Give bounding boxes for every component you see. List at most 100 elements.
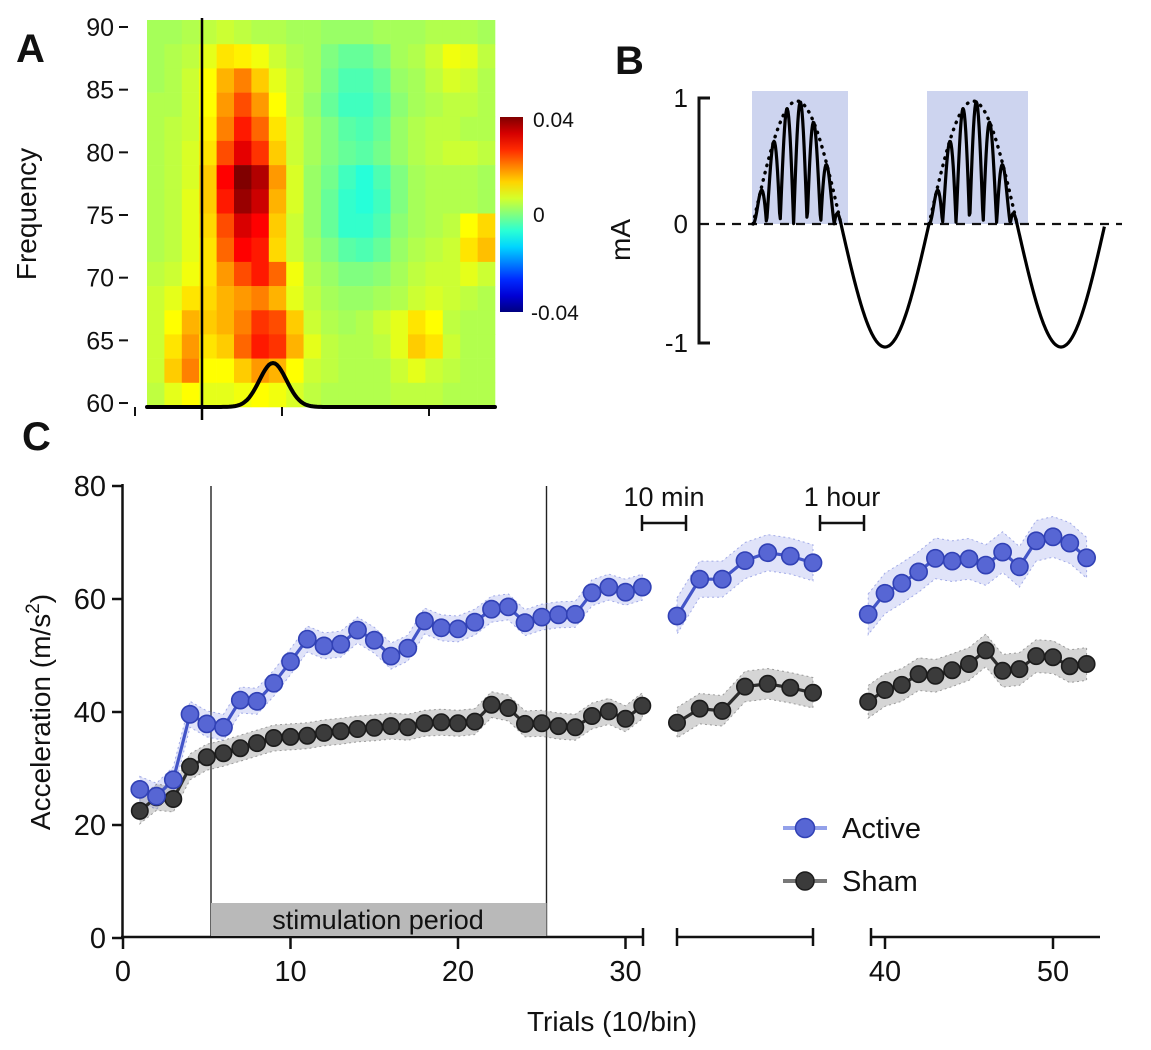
heatmap-cell xyxy=(390,213,409,238)
sham-point xyxy=(164,789,183,808)
heatmap-cell xyxy=(234,92,252,118)
b-y-tick-label: 0 xyxy=(674,209,688,239)
heatmap-cell xyxy=(251,116,270,142)
heatmap-cell xyxy=(321,286,339,311)
heatmap-cell xyxy=(234,358,252,384)
heatmap-cell xyxy=(460,189,478,214)
heatmap-cell xyxy=(355,261,374,287)
sham-point xyxy=(690,699,709,718)
heatmap-cell xyxy=(355,286,374,311)
heatmap-cell xyxy=(216,213,235,238)
heatmap-cell xyxy=(338,334,357,359)
heatmap-cell xyxy=(164,92,183,118)
heatmap-cell xyxy=(164,358,183,384)
a-y-tick-label: 90 xyxy=(86,14,114,42)
heatmap-cell xyxy=(408,358,426,384)
heatmap-cell xyxy=(251,92,270,118)
heatmap-cell xyxy=(147,358,165,384)
active-point xyxy=(247,691,267,711)
heatmap-cell xyxy=(181,92,200,118)
heatmap-cell xyxy=(286,334,304,359)
heatmap-cell xyxy=(373,382,391,408)
heatmap-cell xyxy=(147,44,165,69)
heatmap-cell xyxy=(425,189,444,214)
heatmap-cell xyxy=(216,44,235,69)
active-point xyxy=(297,629,317,649)
break2-scale-bracket xyxy=(818,515,866,531)
heatmap-cell xyxy=(425,286,444,311)
active-point xyxy=(858,604,878,624)
heatmap-cell xyxy=(338,286,357,311)
active-point xyxy=(180,704,200,724)
heatmap-cell xyxy=(373,20,391,45)
heatmap-cell xyxy=(199,261,217,287)
heatmap-cell xyxy=(147,286,165,311)
stimulation-waveform-plot: 1 0 -1 xyxy=(665,83,1122,358)
heatmap-cell xyxy=(408,68,426,93)
heatmap-cell xyxy=(164,310,183,335)
heatmap-cell xyxy=(442,20,461,45)
sham-point xyxy=(803,683,822,702)
heatmap-cell xyxy=(355,334,374,359)
heatmap-cell xyxy=(442,68,461,93)
sham-point xyxy=(448,714,467,733)
sham-point xyxy=(281,727,300,746)
heatmap-cell xyxy=(460,44,478,69)
sham-point xyxy=(532,714,551,733)
sham-point xyxy=(515,714,534,733)
heatmap-cell xyxy=(199,382,217,408)
active-point xyxy=(364,630,384,650)
heatmap-cell xyxy=(442,358,461,384)
heatmap-cell xyxy=(181,165,200,190)
active-point xyxy=(281,652,300,672)
heatmap-cell xyxy=(234,189,252,214)
heatmap-cell xyxy=(268,382,287,408)
heatmap-cell xyxy=(373,286,391,311)
heatmap-cell xyxy=(408,44,426,69)
heatmap-cell xyxy=(338,44,357,69)
active-point xyxy=(498,597,518,617)
heatmap-cell xyxy=(234,165,252,190)
active-point xyxy=(735,551,755,571)
heatmap-cell xyxy=(164,237,183,263)
heatmap-cell xyxy=(373,165,391,190)
heatmap-cell xyxy=(321,189,339,214)
active-point xyxy=(147,786,166,806)
active-confidence-band xyxy=(139,573,643,810)
heatmap-cell xyxy=(251,68,270,93)
heatmap-cell xyxy=(390,382,409,408)
heatmap-cell xyxy=(442,116,461,142)
sham-point xyxy=(616,709,635,728)
active-point xyxy=(667,606,687,626)
heatmap-cell xyxy=(408,310,426,335)
heatmap-cell xyxy=(477,310,496,335)
a-y-tick-label: 85 xyxy=(86,77,114,105)
heatmap-cell xyxy=(338,68,357,93)
heatmap-cell xyxy=(234,44,252,69)
heatmap-cell xyxy=(181,189,200,214)
c-ylabel-text: Acceleration (m/s xyxy=(25,614,56,830)
heatmap-cell xyxy=(216,20,235,45)
sham-point xyxy=(875,680,894,699)
heatmap-cell xyxy=(408,20,426,45)
heatmap-cell xyxy=(373,213,391,238)
heatmap-cell xyxy=(181,116,200,142)
sham-point xyxy=(926,666,945,685)
heatmap-cell xyxy=(199,310,217,335)
heatmap-cell xyxy=(234,140,252,166)
legend: Active Sham xyxy=(783,813,921,898)
heatmap-cell xyxy=(321,358,339,384)
active-point xyxy=(1026,531,1046,551)
active-point xyxy=(690,569,710,589)
active-point xyxy=(1043,527,1063,547)
heatmap-cell xyxy=(390,334,409,359)
heatmap-cell xyxy=(268,165,287,190)
heatmap-cell xyxy=(390,237,409,263)
heatmap-cell xyxy=(251,44,270,69)
heatmap-cell xyxy=(268,334,287,359)
heatmap-cell xyxy=(338,92,357,118)
heatmap-cell xyxy=(181,261,200,287)
heatmap-cell xyxy=(338,165,357,190)
sham-point xyxy=(566,718,585,737)
heatmap-cell xyxy=(321,140,339,166)
